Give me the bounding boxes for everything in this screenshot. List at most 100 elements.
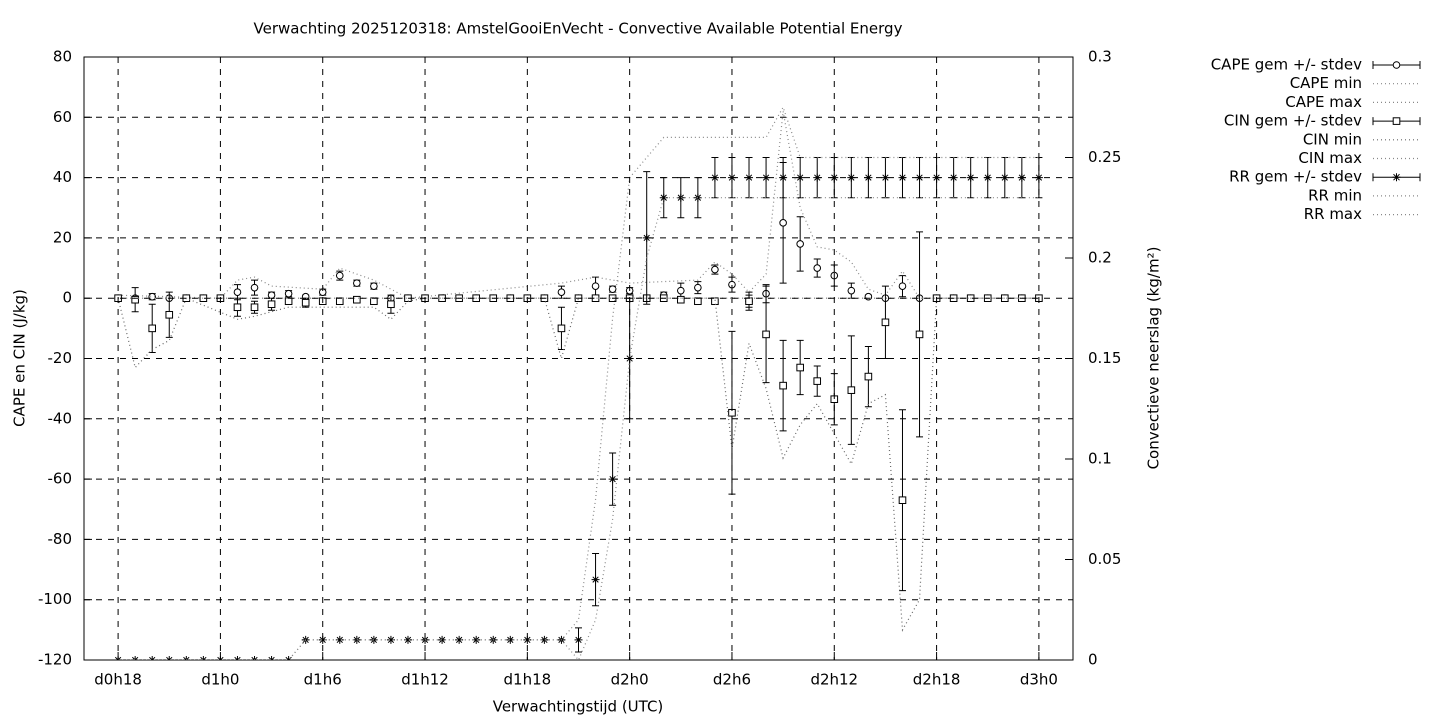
legend-label: CAPE min — [1290, 74, 1362, 92]
cin-marker — [131, 295, 139, 304]
y-axis-label: CAPE en CIN (J/kg) — [11, 289, 29, 427]
x-tick-label: d1h0 — [201, 671, 239, 689]
rr-marker — [369, 635, 378, 644]
cape-marker — [711, 265, 719, 274]
cin-marker — [284, 297, 293, 306]
y2-axis-label: Convectieve neerslag (kg/m²) — [1145, 247, 1163, 470]
cape-marker — [353, 279, 361, 287]
cape-marker — [267, 291, 276, 299]
cape-marker — [557, 288, 566, 296]
legend-marker — [1392, 173, 1401, 182]
x-tick-label: d2h6 — [713, 671, 751, 689]
rr-marker — [318, 635, 327, 644]
rr-marker — [915, 173, 924, 182]
rr-marker — [472, 635, 481, 644]
cape-marker — [813, 264, 822, 272]
min-max-line — [118, 105, 1039, 660]
legend-label: RR gem +/- stdev — [1229, 168, 1362, 186]
min-max-line — [117, 297, 1039, 632]
rr-marker — [574, 635, 583, 644]
cin-marker — [148, 324, 157, 333]
cin-marker — [250, 303, 259, 312]
cape-marker — [608, 285, 617, 293]
legend-label: CIN min — [1303, 130, 1362, 148]
rr-marker — [455, 635, 464, 644]
cin-marker — [779, 381, 787, 390]
cape-marker — [284, 289, 293, 298]
cin-marker — [370, 297, 378, 306]
rr-marker — [131, 656, 140, 660]
y-tick-label: 20 — [53, 228, 72, 246]
cape-marker — [335, 271, 344, 280]
rr-marker — [403, 635, 412, 644]
y-tick-label: -100 — [38, 590, 72, 608]
rr-marker — [284, 656, 293, 660]
rr-marker — [386, 635, 395, 644]
y-tick-label: -60 — [48, 470, 73, 488]
cape-marker — [233, 288, 242, 296]
rr-marker — [676, 193, 685, 202]
rr-marker — [523, 635, 532, 644]
rr-marker — [847, 173, 856, 182]
cape-marker — [779, 219, 787, 227]
cin-marker — [711, 297, 719, 306]
y-tick-label: -120 — [38, 651, 72, 669]
cape-marker — [250, 283, 259, 292]
y-tick-label: 80 — [53, 48, 72, 66]
x-tick-label: d2h12 — [810, 671, 858, 689]
y2-tick-label: 0 — [1088, 651, 1098, 669]
y2-tick-label: 0.05 — [1088, 550, 1121, 568]
rr-marker — [659, 193, 668, 202]
legend-label: CAPE max — [1285, 93, 1362, 111]
cin-marker — [898, 496, 907, 505]
cin-marker — [267, 300, 276, 309]
cin-marker — [677, 295, 685, 304]
x-tick-label: d1h12 — [401, 671, 449, 689]
legend-label: CIN max — [1298, 149, 1362, 167]
x-tick-label: d3h0 — [1020, 671, 1058, 689]
cin-marker — [335, 297, 344, 306]
cin-marker — [233, 303, 242, 312]
cin-marker — [694, 297, 702, 306]
cape-marker — [370, 282, 378, 290]
legend-marker — [1392, 117, 1401, 125]
legend-label: RR max — [1304, 205, 1362, 223]
min-max-line — [118, 111, 1039, 299]
rr-marker — [591, 575, 600, 584]
rr-marker — [438, 635, 447, 644]
cin-marker — [745, 297, 753, 306]
chart-title: Verwachting 2025120318: AmstelGooiEnVech… — [254, 20, 903, 38]
rr-marker — [506, 635, 515, 644]
x-tick-label: d2h18 — [913, 671, 961, 689]
cin-marker — [762, 330, 770, 339]
cin-marker — [864, 372, 873, 381]
x-tick-label: d0h18 — [94, 671, 142, 689]
cape-marker — [898, 282, 907, 290]
cin-marker — [557, 324, 566, 333]
y2-tick-label: 0.1 — [1088, 450, 1112, 468]
cape-marker — [847, 286, 856, 295]
cape-marker — [591, 282, 600, 290]
legend-label: CIN gem +/- stdev — [1224, 112, 1362, 130]
cape-marker — [694, 283, 702, 292]
legend-label: RR min — [1308, 186, 1362, 204]
cin-marker — [301, 298, 310, 307]
legend-label: CAPE gem +/- stdev — [1211, 56, 1362, 74]
rr-marker — [642, 233, 651, 242]
cin-marker — [387, 300, 395, 309]
cin-marker — [915, 330, 924, 339]
cin-marker — [165, 310, 174, 319]
legend-marker — [1392, 61, 1401, 69]
x-tick-label: d2h0 — [611, 671, 649, 689]
y2-tick-label: 0.25 — [1088, 148, 1121, 166]
y-tick-label: 40 — [53, 168, 72, 186]
rr-marker — [710, 173, 719, 182]
y2-tick-label: 0.3 — [1088, 48, 1112, 66]
rr-marker — [966, 173, 975, 182]
rr-marker — [881, 173, 890, 182]
y2-tick-label: 0.15 — [1088, 349, 1121, 367]
cin-marker — [353, 295, 361, 304]
x-tick-label: d1h18 — [504, 671, 552, 689]
y-tick-label: -40 — [48, 409, 73, 427]
